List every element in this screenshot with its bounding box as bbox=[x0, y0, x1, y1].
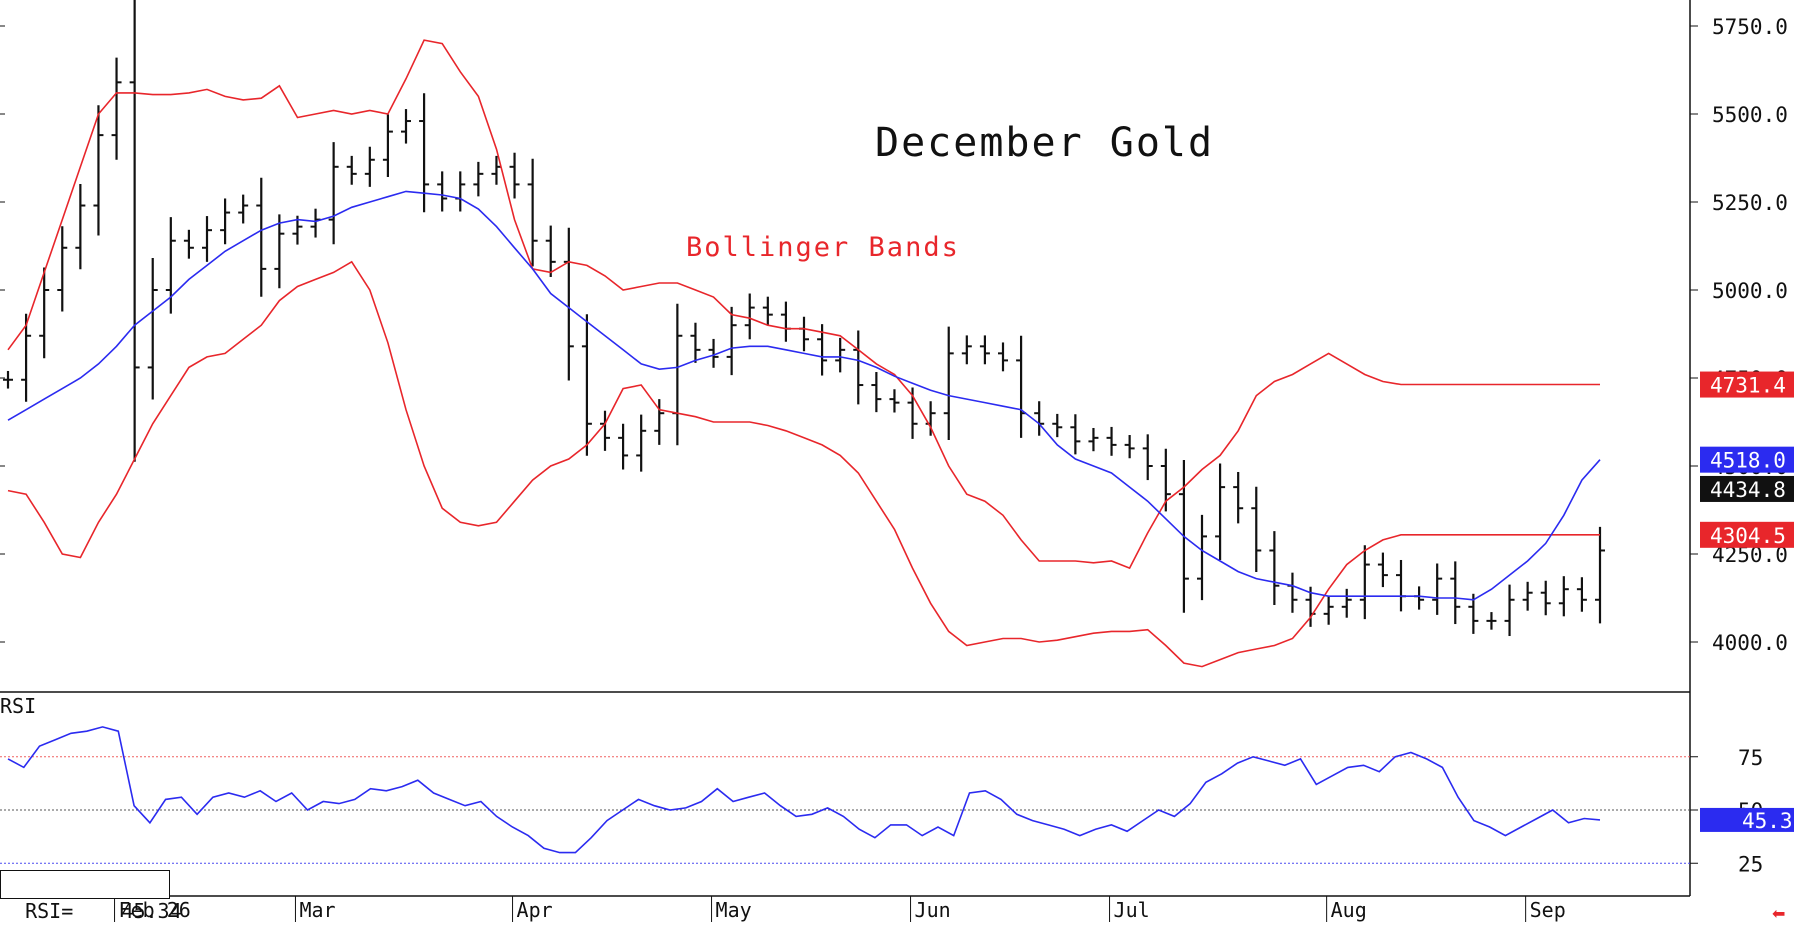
x-tick-label: Aug bbox=[1331, 898, 1367, 922]
y-tick-label: 4000.0 bbox=[1712, 631, 1788, 655]
bollinger-bands-label: Bollinger Bands bbox=[686, 232, 960, 263]
x-tick-label: Jul bbox=[1114, 898, 1150, 922]
rsi-panel-label: RSI bbox=[0, 694, 37, 718]
upper-band-line bbox=[7, 39, 1600, 570]
price-tag-label: 4518.0 bbox=[1710, 449, 1786, 473]
x-tick-label: Apr bbox=[517, 898, 553, 922]
x-tick-label: Mar bbox=[299, 898, 335, 922]
rsi-layer: 75502545.3 bbox=[0, 726, 1794, 876]
x-tick-label: Jun bbox=[915, 898, 951, 922]
price-bars bbox=[3, 0, 1605, 637]
rsi-tick-label: 25 bbox=[1738, 852, 1763, 876]
price-tag bbox=[1700, 475, 1794, 502]
price-tag-label: 4731.4 bbox=[1710, 374, 1786, 398]
price-tag-label: 4434.8 bbox=[1710, 478, 1786, 502]
chart-title: December Gold bbox=[875, 120, 1215, 166]
y-tick-label: 5250.0 bbox=[1712, 191, 1788, 215]
rsi-readout-value: 45.34 bbox=[121, 899, 182, 923]
rsi-tick-label: 75 bbox=[1738, 746, 1763, 770]
bollinger-bands bbox=[7, 39, 1601, 668]
rsi-readout: RSI= 45.34 bbox=[0, 870, 182, 923]
price-tag bbox=[1700, 521, 1794, 548]
middle-band-line bbox=[7, 190, 1601, 601]
price-tag bbox=[1700, 371, 1794, 398]
price-tag bbox=[1700, 446, 1794, 473]
y-tick-label: 5000.0 bbox=[1712, 279, 1788, 303]
rsi-readout-label: RSI= bbox=[25, 899, 74, 923]
x-tick-label: Feb 26 bbox=[119, 898, 191, 922]
scroll-left-arrow-icon[interactable]: ⬅ bbox=[1772, 904, 1786, 923]
x-tick-label: May bbox=[716, 898, 752, 922]
rsi-last-tag-label: 45.3 bbox=[1742, 809, 1793, 833]
rsi-line bbox=[7, 726, 1601, 854]
lower-band-line bbox=[7, 260, 1600, 668]
y-tick-label: 5500.0 bbox=[1712, 103, 1788, 127]
rsi-last-tag bbox=[1700, 807, 1794, 832]
price-tag-label: 4304.5 bbox=[1710, 524, 1786, 548]
y-tick-label: 5750.0 bbox=[1712, 15, 1788, 39]
x-tick-label: Sep bbox=[1530, 898, 1566, 922]
